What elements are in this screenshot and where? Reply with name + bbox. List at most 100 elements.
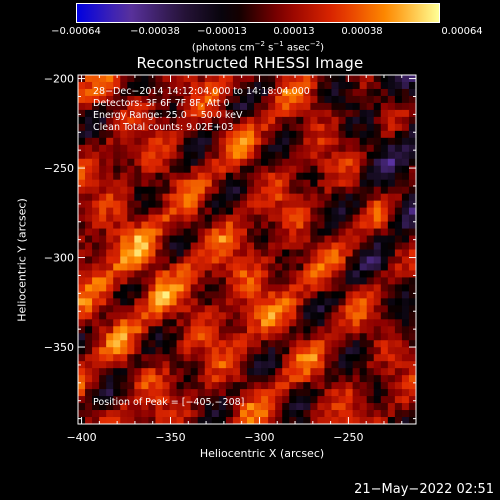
heatmap-cell [380,256,389,264]
heatmap-cell [352,130,361,139]
heatmap-cell [225,151,234,160]
heatmap-cell [134,382,142,390]
heatmap-cell [338,410,346,418]
heatmap-cell [99,179,107,188]
heatmap-cell [148,165,156,174]
heatmap-cell [85,410,93,418]
heatmap-cell [387,81,396,90]
heatmap-cell [85,214,93,222]
heatmap-cell [176,137,185,146]
heatmap-cell [176,95,185,104]
heatmap-cell [190,256,199,264]
heatmap-cell [401,354,410,362]
heatmap-cell [408,137,417,146]
heatmap-cell [232,207,241,215]
heatmap-cell [296,263,304,271]
heatmap-cell [317,186,325,195]
heatmap-cell [218,88,227,97]
heatmap-cell [99,81,107,90]
heatmap-cell [225,95,234,104]
heatmap-cell [134,109,142,118]
heatmap-cell [366,354,375,362]
heatmap-cell [211,242,220,250]
heatmap-cell [289,116,297,125]
heatmap-cell [155,354,163,362]
heatmap-cell [239,312,248,320]
heatmap-cell [218,340,227,348]
heatmap-cell [275,347,283,355]
heatmap-cell [331,193,339,202]
heatmap-cell [176,375,185,383]
heatmap-cell [190,249,199,257]
heatmap-cell [338,193,346,202]
heatmap-cell [148,333,156,341]
heatmap-cell [204,389,213,397]
heatmap-cell [261,207,269,215]
heatmap-cell [289,186,297,195]
heatmap-cell [352,417,361,425]
heatmap-cell [366,228,375,236]
heatmap-cell [211,151,220,160]
heatmap-cell [232,417,241,425]
heatmap-cell [296,242,304,250]
heatmap-cell [303,137,311,146]
heatmap-cell [254,137,262,146]
heatmap-cell [401,333,410,341]
heatmap-cell [289,207,297,215]
heatmap-cell [338,200,346,209]
heatmap-cell [148,256,156,264]
heatmap-cell [162,88,170,97]
heatmap-cell [352,319,361,327]
heatmap-cell [225,123,234,132]
heatmap-cell [169,270,177,278]
heatmap-cell [127,284,135,292]
units-exp: −2 [254,40,265,48]
heatmap-cell [134,256,142,264]
heatmap-cell [296,410,304,418]
heatmap-cell [387,179,396,188]
heatmap-cell [127,333,135,341]
heatmap-cell [380,284,389,292]
heatmap-cell [113,256,121,264]
heatmap-cell [324,284,332,292]
heatmap-cell [183,256,192,264]
heatmap-cell [268,340,276,348]
heatmap-cell [218,214,227,222]
heatmap-cell [352,214,361,222]
heatmap-cell [106,144,114,153]
heatmap-cell [275,214,283,222]
heatmap-cell [247,186,255,195]
heatmap-cell [169,235,177,243]
heatmap-cell [275,221,283,229]
heatmap-cell [120,75,128,83]
heatmap-cell [162,403,170,411]
heatmap-cell [303,389,311,397]
heatmap-cell [183,277,192,285]
heatmap-cell [176,361,185,369]
heatmap-cell [401,347,410,355]
heatmap-cell [204,312,213,320]
heatmap-cell [401,284,410,292]
heatmap-cell [401,116,410,125]
heatmap-cell [190,305,199,313]
heatmap-cell [289,340,297,348]
heatmap-cell [247,277,255,285]
heatmap-cell [401,207,410,215]
heatmap-cell [190,298,199,306]
heatmap-cell [204,396,213,404]
heatmap-cell [162,333,170,341]
heatmap-cell [239,326,248,334]
heatmap-cell [261,354,269,362]
heatmap-cell [92,235,100,243]
heatmap-cell [247,396,255,404]
heatmap-cell [387,75,396,83]
heatmap-cell [204,137,213,146]
heatmap-cell [296,130,304,139]
heatmap-cell [408,144,417,153]
heatmap-cell [324,95,332,104]
heatmap-cell [232,158,241,167]
heatmap-cell [324,305,332,313]
heatmap-cell [183,319,192,327]
heatmap-cell [275,81,283,90]
heatmap-cell [218,361,227,369]
